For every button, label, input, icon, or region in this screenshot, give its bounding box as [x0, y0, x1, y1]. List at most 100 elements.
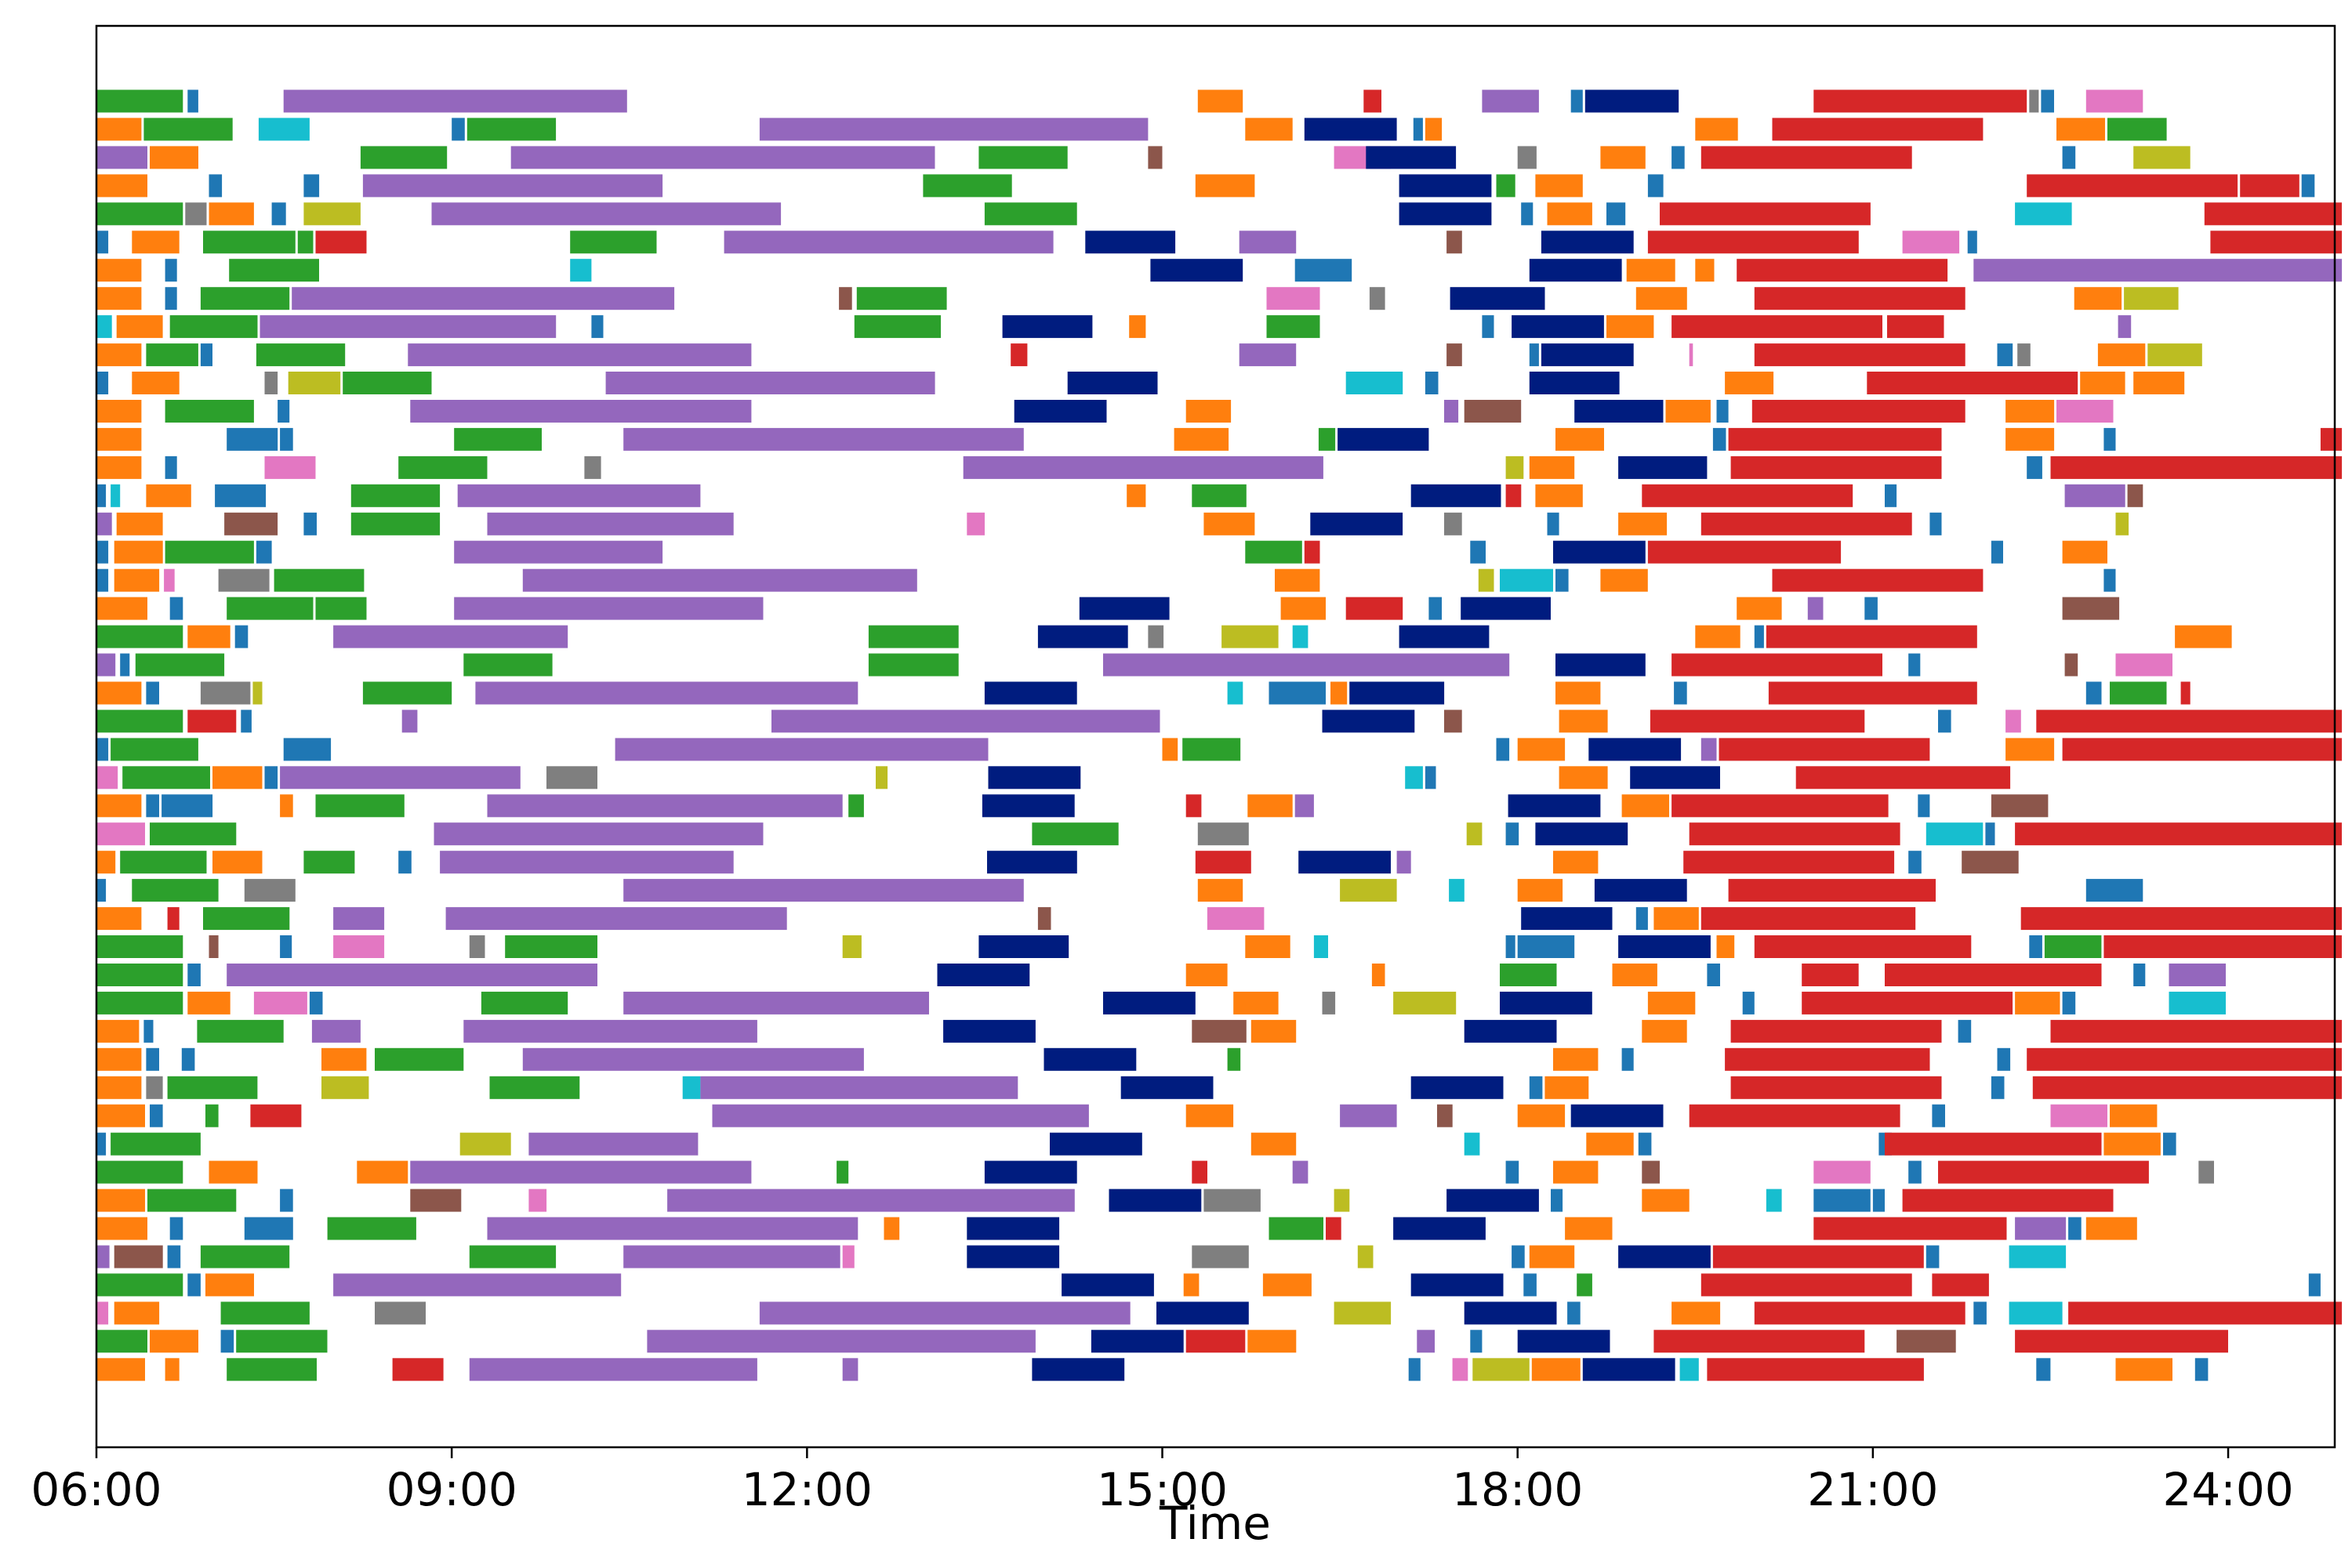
bar-segment [454, 540, 663, 564]
bar-segment [1512, 1245, 1525, 1269]
bar-segment [481, 991, 568, 1014]
bar-segment [937, 964, 1030, 986]
bar-segment [96, 174, 147, 198]
bar-segment [1700, 738, 1717, 761]
bar-segment [1547, 512, 1559, 535]
bar-segment [2107, 118, 2167, 141]
bar-segment [1584, 89, 1679, 113]
bar-segment [1266, 287, 1320, 310]
bar-segment [978, 146, 1068, 169]
bar-segment [96, 259, 142, 282]
bar-segment [2064, 484, 2125, 507]
bar-segment [712, 1104, 1089, 1127]
bar-segment [1653, 907, 1699, 931]
bar-segment [1334, 1189, 1350, 1212]
x-axis: 06:00 09:00 12:00 15:00 18:00 21:00 24:00 [31, 1447, 2294, 1516]
bar-segment [120, 851, 207, 874]
bar-segment [1864, 597, 1878, 620]
bar-segment [1742, 991, 1755, 1014]
bar-segment [1730, 456, 1942, 479]
bar-segment [487, 1217, 858, 1240]
row-10 [96, 343, 2202, 367]
bar-segment [164, 568, 175, 592]
bar-segment [1695, 118, 1738, 141]
bar-segment [96, 964, 183, 986]
bar-segment [1517, 879, 1563, 902]
bar-segment [868, 653, 959, 677]
bar-segment [1129, 315, 1146, 339]
bar-segment [1887, 315, 1944, 339]
bar-segment [1642, 1189, 1690, 1212]
bar-segment [1185, 1330, 1246, 1353]
bar-segment [1553, 1160, 1599, 1184]
bar-segment [1505, 456, 1524, 479]
bar-segment [1275, 568, 1320, 592]
bar-segment [1037, 907, 1051, 931]
bar-segment [1500, 964, 1557, 986]
bar-segment [2029, 89, 2039, 113]
bar-segment [475, 681, 858, 705]
bar-segment [1926, 1245, 1940, 1269]
bar-segment [1505, 935, 1515, 958]
bar-segment [2015, 1330, 2228, 1353]
bar-segment [2029, 935, 2042, 958]
bar-segment [1725, 372, 1774, 394]
bar-segment [187, 625, 230, 648]
bar-segment [111, 738, 198, 761]
bar-segment [570, 259, 592, 282]
bar-segment [2050, 1019, 2343, 1043]
bar-segment [978, 935, 1069, 958]
bar-segment [150, 1104, 163, 1127]
bar-segment [292, 287, 675, 310]
bar-segment [1425, 766, 1436, 789]
bar-segment [1671, 794, 1889, 818]
row-37 [96, 1104, 2158, 1127]
bar-segment [96, 400, 142, 423]
row-1 [96, 89, 2143, 113]
bar-segment [227, 1358, 317, 1381]
bar-segment [303, 202, 361, 226]
bar-segment [1751, 400, 1965, 423]
bar-segment [1535, 174, 1583, 198]
row-43 [96, 1273, 2321, 1297]
bar-segment [218, 568, 270, 592]
bar-segment [132, 879, 219, 902]
bar-segment [227, 964, 597, 986]
bar-segment [244, 1217, 293, 1240]
bar-segment [856, 287, 947, 310]
bar-segment [454, 597, 764, 620]
bar-segment [1269, 1217, 1323, 1240]
bar-segment [1529, 343, 1539, 367]
bar-segment [1292, 1160, 1308, 1184]
bar-segment [398, 851, 412, 874]
row-31 [96, 935, 2342, 958]
bar-segment [209, 935, 219, 958]
bar-segment [967, 1245, 1060, 1269]
bar-segment [280, 427, 293, 451]
bar-segment [1926, 822, 1984, 846]
bar-segment [434, 822, 764, 846]
bar-segment [884, 1217, 900, 1240]
bar-segment [1529, 1245, 1575, 1269]
bar-segment [487, 794, 843, 818]
bar-segment [2118, 315, 2132, 339]
bar-segment [1310, 512, 1403, 535]
bar-segment [2133, 964, 2146, 986]
bar-segment [321, 1047, 367, 1071]
bar-segment [96, 991, 183, 1014]
bar-segment [96, 935, 183, 958]
bar-segment [2068, 1217, 2082, 1240]
bar-segment [1523, 1273, 1537, 1297]
row-42 [96, 1245, 2067, 1269]
bar-segment [181, 1047, 195, 1071]
bar-segment [868, 625, 959, 648]
bar-segment [2062, 597, 2120, 620]
bar-segment [1322, 991, 1336, 1014]
bar-segment [1991, 1076, 2005, 1099]
bar-segment [220, 1330, 234, 1353]
bar-segment [2062, 146, 2076, 169]
bar-segment [1577, 1273, 1592, 1297]
bar-segment [96, 822, 145, 846]
bar-segment [848, 794, 864, 818]
bar-segment [771, 710, 1160, 733]
